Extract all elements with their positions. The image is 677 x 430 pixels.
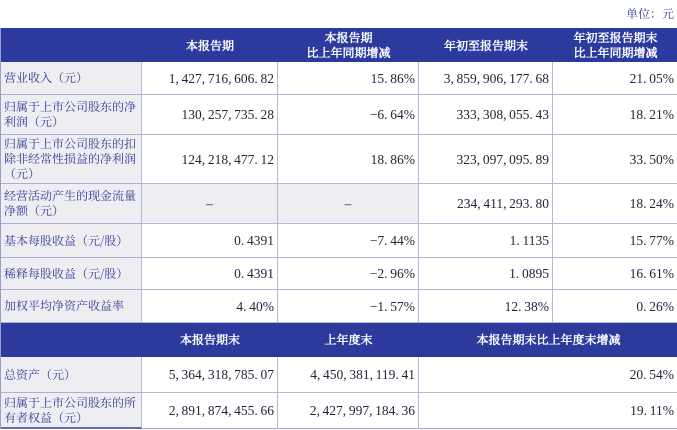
row-label: 归属于上市公司股东的所有者权益（元） — [1, 392, 142, 430]
value-cell: 3, 859, 906, 177. 68 — [419, 62, 553, 95]
table1-header-ytd: 年初至报告期末 — [419, 28, 553, 62]
table2-header-row: 本报告期末 上年度末 本报告期末比上年度末增减 — [1, 322, 677, 357]
row-label: 归属于上市公司股东的扣除非经常性损益的净利润（元） — [1, 134, 142, 184]
value-cell: 0. 4391 — [142, 223, 278, 258]
value-cell: −2. 96% — [278, 257, 419, 291]
table1-header-row: 本报告期 本报告期 比上年同期增减 年初至报告期末 年初至报告期末 比上年同期增… — [1, 28, 677, 62]
table1-corner-cell — [1, 28, 142, 62]
value-cell: 5, 364, 318, 785. 07 — [142, 356, 278, 393]
table1-header-ytd-yoy-change: 年初至报告期末 比上年同期增减 — [553, 28, 677, 62]
row-label: 总资产（元） — [1, 356, 142, 393]
value-cell: 4. 40% — [142, 290, 278, 323]
row-label: 营业收入（元） — [1, 62, 142, 95]
table-row: 基本每股收益（元/股） 0. 4391 −7. 44% 1. 1135 15. … — [1, 223, 677, 258]
row-label: 经营活动产生的现金流量净额（元） — [1, 183, 142, 224]
row-label: 基本每股收益（元/股） — [1, 223, 142, 258]
quarterly-results-table: 本报告期 本报告期 比上年同期增减 年初至报告期末 年初至报告期末 比上年同期增… — [0, 28, 677, 323]
value-cell: 1. 1135 — [419, 223, 553, 258]
value-cell: 18. 24% — [553, 183, 677, 224]
table-row: 营业收入（元） 1, 427, 716, 606. 82 15. 86% 3, … — [1, 62, 677, 95]
table2-header-period-end: 本报告期末 — [142, 322, 278, 357]
row-label: 稀释每股收益（元/股） — [1, 257, 142, 291]
value-cell: 1, 427, 716, 606. 82 — [142, 62, 278, 95]
value-cell: 20. 54% — [419, 356, 677, 393]
value-cell: −1. 57% — [278, 290, 419, 323]
value-cell: 0. 26% — [553, 290, 677, 323]
table-row: 归属于上市公司股东的净利润（元） 130, 257, 735. 28 −6. 6… — [1, 95, 677, 135]
table-row: 归属于上市公司股东的扣除非经常性损益的净利润（元） 124, 218, 477.… — [1, 134, 677, 184]
value-cell: 12. 38% — [419, 290, 553, 323]
table-row: 经营活动产生的现金流量净额（元） – – 234, 411, 293. 80 1… — [1, 183, 677, 224]
table-row: 归属于上市公司股东的所有者权益（元） 2, 891, 874, 455. 66 … — [1, 392, 677, 430]
value-cell: 18. 21% — [553, 95, 677, 135]
unit-label: 单位：元 — [625, 5, 674, 22]
value-cell: 21. 05% — [553, 62, 677, 95]
value-cell: 18. 86% — [278, 134, 419, 184]
value-cell: 15. 86% — [278, 62, 419, 95]
value-cell: 15. 77% — [553, 223, 677, 258]
value-cell: 19. 11% — [419, 392, 677, 430]
table-row: 稀释每股收益（元/股） 0. 4391 −2. 96% 1. 0895 16. … — [1, 257, 677, 291]
table2-corner-cell — [1, 322, 142, 357]
value-cell: – — [278, 183, 419, 224]
value-cell: – — [142, 183, 278, 224]
row-label: 归属于上市公司股东的净利润（元） — [1, 95, 142, 135]
value-cell: 4, 450, 381, 119. 41 — [278, 356, 419, 393]
value-cell: −7. 44% — [278, 223, 419, 258]
value-cell: 1. 0895 — [419, 257, 553, 291]
value-cell: 16. 61% — [553, 257, 677, 291]
value-cell: 0. 4391 — [142, 257, 278, 291]
value-cell: 130, 257, 735. 28 — [142, 95, 278, 135]
row-label: 加权平均净资产收益率 — [1, 290, 142, 323]
unit-row: 单位：元 — [0, 0, 677, 28]
table1-header-yoy-change: 本报告期 比上年同期增减 — [278, 28, 419, 62]
value-cell: 2, 891, 874, 455. 66 — [142, 392, 278, 430]
value-cell: 234, 411, 293. 80 — [419, 183, 553, 224]
value-cell: 323, 097, 095. 89 — [419, 134, 553, 184]
value-cell: 2, 427, 997, 184. 36 — [278, 392, 419, 430]
value-cell: −6. 64% — [278, 95, 419, 135]
value-cell: 333, 308, 055. 43 — [419, 95, 553, 135]
value-cell: 124, 218, 477. 12 — [142, 134, 278, 184]
table-row: 加权平均净资产收益率 4. 40% −1. 57% 12. 38% 0. 26% — [1, 290, 677, 323]
table2-header-change: 本报告期末比上年度末增减 — [419, 322, 677, 357]
table2-header-prior-year-end: 上年度末 — [278, 322, 419, 357]
table1-header-current-period: 本报告期 — [142, 28, 278, 62]
balance-sheet-table: 本报告期末 上年度末 本报告期末比上年度末增减 总资产（元） 5, 364, 3… — [0, 322, 677, 430]
value-cell: 33. 50% — [553, 134, 677, 184]
table-row: 总资产（元） 5, 364, 318, 785. 07 4, 450, 381,… — [1, 356, 677, 393]
